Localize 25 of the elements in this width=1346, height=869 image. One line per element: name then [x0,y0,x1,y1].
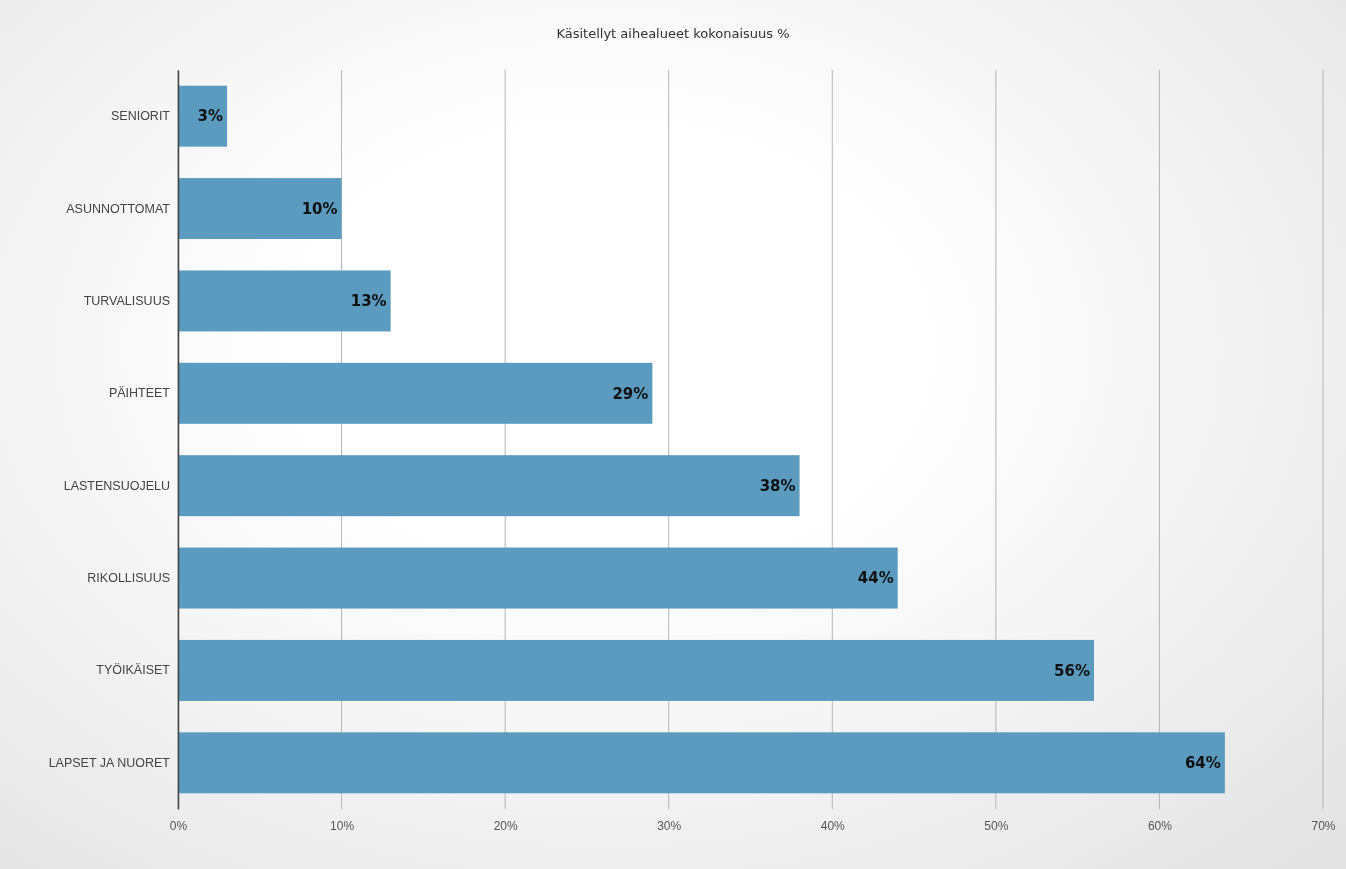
y-tick-label: TYÖIKÄISET [96,663,171,678]
data-label: 56% [1054,661,1090,680]
x-tick-label: 40% [820,818,846,833]
y-tick-label: SENIORIT [110,109,171,124]
data-label: 29% [612,384,649,403]
y-tick-label: ASUNNOTTOMAT [66,201,171,216]
x-tick-label: 50% [984,818,1009,833]
y-tick-label: LASTENSUOJELU [63,478,170,493]
x-tick-label: 20% [493,818,518,833]
x-tick-label: 70% [1311,818,1336,833]
chart-title: Käsitellyt aihealueet kokonaisuus % [556,26,790,41]
x-tick-label: 0% [169,818,188,833]
y-tick-label: RIKOLLISUUS [87,571,170,586]
x-tick-label: 30% [657,818,682,833]
y-tick-label: TURVALISUUS [83,293,170,308]
data-label: 13% [350,292,387,311]
data-label: 38% [759,476,796,495]
x-tick-label: 60% [1147,818,1173,833]
y-tick-label: LAPSET JA NUORET [48,755,171,770]
data-label: 10% [301,199,338,218]
y-tick-label: PÄIHTEET [108,386,171,401]
data-label: 3% [197,107,224,126]
data-label: 64% [1184,754,1221,773]
data-label: 44% [857,569,894,588]
x-tick-label: 10% [330,818,355,833]
